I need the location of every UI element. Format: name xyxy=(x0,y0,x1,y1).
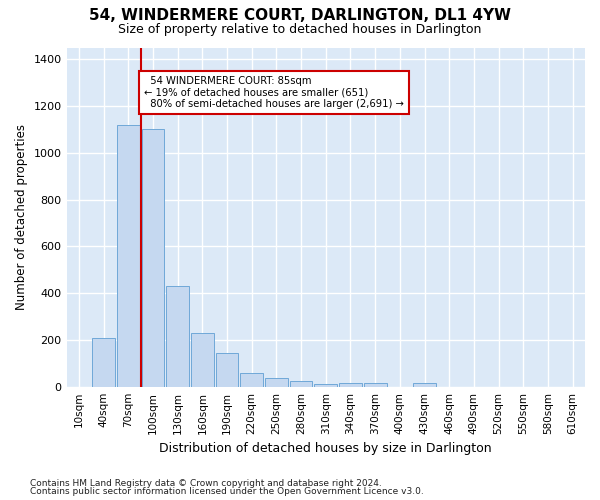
Bar xyxy=(339,382,362,387)
Bar xyxy=(413,384,436,387)
Y-axis label: Number of detached properties: Number of detached properties xyxy=(15,124,28,310)
Text: 54, WINDERMERE COURT, DARLINGTON, DL1 4YW: 54, WINDERMERE COURT, DARLINGTON, DL1 4Y… xyxy=(89,8,511,22)
Text: 54 WINDERMERE COURT: 85sqm
← 19% of detached houses are smaller (651)
  80% of s: 54 WINDERMERE COURT: 85sqm ← 19% of deta… xyxy=(145,76,404,109)
Bar xyxy=(290,381,313,387)
Text: Contains HM Land Registry data © Crown copyright and database right 2024.: Contains HM Land Registry data © Crown c… xyxy=(30,478,382,488)
Text: Contains public sector information licensed under the Open Government Licence v3: Contains public sector information licen… xyxy=(30,487,424,496)
Bar xyxy=(142,130,164,387)
Bar xyxy=(241,373,263,387)
Text: Size of property relative to detached houses in Darlington: Size of property relative to detached ho… xyxy=(118,22,482,36)
Bar xyxy=(215,353,238,387)
Bar xyxy=(265,378,288,387)
Bar xyxy=(166,286,189,387)
Bar xyxy=(92,338,115,387)
Bar xyxy=(364,382,386,387)
Bar xyxy=(314,384,337,387)
Bar xyxy=(117,124,140,387)
Bar xyxy=(191,333,214,387)
X-axis label: Distribution of detached houses by size in Darlington: Distribution of detached houses by size … xyxy=(160,442,492,455)
